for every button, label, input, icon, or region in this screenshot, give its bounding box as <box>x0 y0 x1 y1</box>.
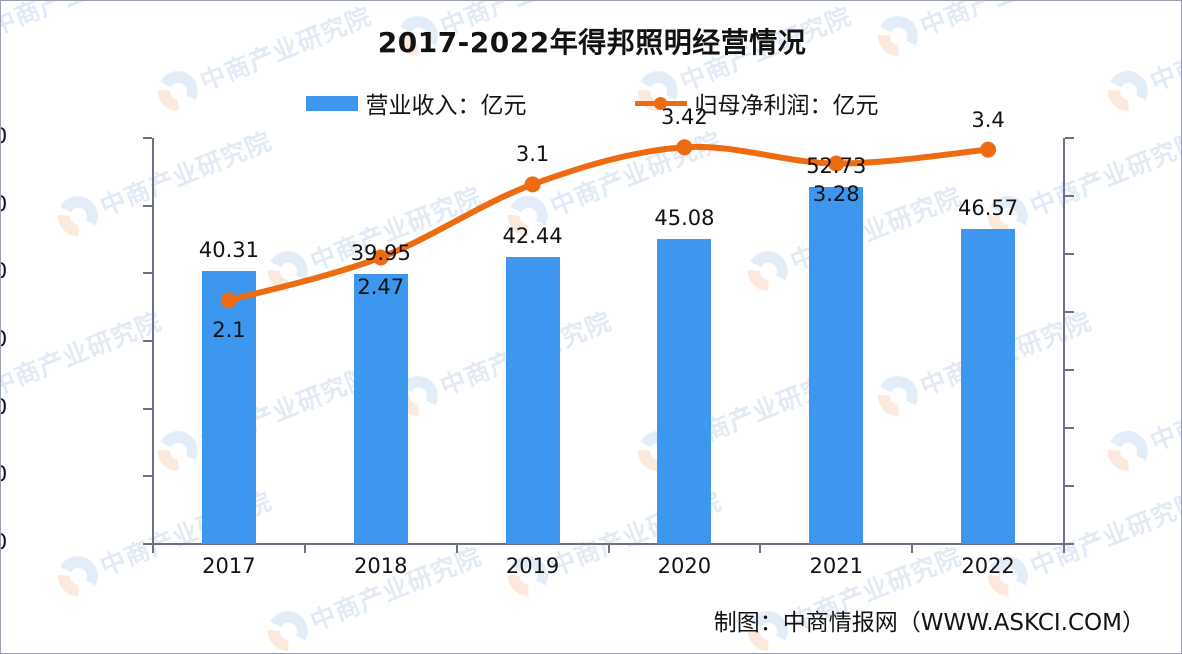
y-axis-right-tick <box>1065 427 1074 429</box>
x-axis-tick <box>911 544 914 553</box>
y-axis-left-tick-label: 60 <box>1 124 7 148</box>
line-data-point[interactable] <box>828 155 845 172</box>
bar[interactable] <box>657 238 712 544</box>
bar[interactable] <box>809 187 864 544</box>
y-axis-right-tick <box>1065 485 1074 487</box>
watermark-text: 中商产业研究院 <box>1 306 166 402</box>
y-axis-left-tick-label: 40 <box>1 259 7 283</box>
x-axis-label: 2018 <box>354 554 408 578</box>
line-value-label: 3.28 <box>812 181 860 206</box>
y-axis-left-tick-label: 10 <box>1 462 7 486</box>
watermark: 中商产业研究院 <box>1 300 167 422</box>
watermark-logo-icon <box>261 604 314 653</box>
x-axis-label: 2022 <box>961 554 1015 578</box>
watermark-logo-icon <box>51 549 104 603</box>
y-axis-left-tick-label: 30 <box>1 327 7 351</box>
x-axis-label: 2021 <box>809 554 863 578</box>
y-axis-left-tick <box>143 137 152 139</box>
bar-value-label: 40.31 <box>198 238 259 263</box>
x-axis-tick <box>152 544 154 553</box>
y-axis-right-tick <box>1065 195 1074 197</box>
bar[interactable] <box>505 256 560 544</box>
chart-credit: 制图：中商情报网（WWW.ASKCI.COM） <box>713 610 1145 636</box>
bar[interactable] <box>201 271 256 544</box>
legend-line-marker-icon <box>634 96 687 111</box>
bar-value-label: 46.57 <box>958 195 1019 220</box>
plot-area: 010203040506000.511.522.533.520172018201… <box>1 105 1074 578</box>
line-path <box>225 143 992 304</box>
line-data-point[interactable] <box>980 141 997 158</box>
watermark-text: 中商产业研究院 <box>1146 361 1181 457</box>
legend-item-net-profit[interactable]: 归母净利润：亿元 <box>634 86 879 120</box>
y-axis-left-tick <box>143 475 152 478</box>
x-axis-tick <box>1063 544 1065 553</box>
watermark-logo-icon <box>1101 424 1154 478</box>
y-axis-left-tick <box>143 407 152 410</box>
watermark: 中商产业研究院 <box>261 535 487 653</box>
y-axis-right-line <box>1063 138 1065 544</box>
x-axis-tick <box>303 544 306 553</box>
legend-label-net-profit: 归母净利润：亿元 <box>694 93 879 119</box>
x-axis-label: 2019 <box>505 554 560 578</box>
line-value-label: 3.4 <box>971 107 1005 132</box>
y-axis-right-tick <box>1065 137 1074 139</box>
line-value-label: 3.42 <box>661 105 708 130</box>
watermark: 中商产业研究院 <box>1101 355 1181 478</box>
line-value-label: 3.1 <box>515 142 550 167</box>
y-axis-right-tick <box>1065 543 1074 545</box>
bar-value-label: 39.95 <box>350 240 411 265</box>
y-axis-left-tick-label: 20 <box>1 395 7 419</box>
y-axis-left-tick <box>143 340 152 342</box>
y-axis-left-tick <box>143 543 152 545</box>
x-axis-tick <box>759 544 762 553</box>
x-axis-tick <box>607 544 610 553</box>
chart-title: 2017-2022年得邦照明经营情况 <box>377 26 807 59</box>
y-axis-left-tick <box>143 272 152 275</box>
watermark-logo-icon <box>51 189 104 243</box>
bar[interactable] <box>353 273 408 544</box>
line-value-label: 2.1 <box>212 318 246 343</box>
y-axis-right-tick <box>1065 253 1074 255</box>
bar-value-label: 42.44 <box>502 223 563 248</box>
line-data-point[interactable] <box>676 139 693 156</box>
legend-item-revenue[interactable]: 营业收入：亿元 <box>305 86 527 120</box>
line-data-point[interactable] <box>372 249 389 266</box>
x-axis-label: 2017 <box>202 554 256 578</box>
line-series-svg <box>220 139 997 309</box>
y-axis-left-tick-label: 50 <box>1 192 7 216</box>
bar-value-label: 52.73 <box>806 154 867 179</box>
x-axis-tick <box>455 544 458 553</box>
legend-bar-swatch-icon <box>305 95 358 111</box>
y-axis-right-tick <box>1065 311 1074 313</box>
x-axis-label: 2020 <box>657 554 712 578</box>
y-axis-right-tick <box>1065 369 1074 371</box>
bar[interactable] <box>961 228 1016 544</box>
y-axis-left-tick-label: 0 <box>1 530 7 554</box>
line-data-point[interactable] <box>524 176 541 193</box>
line-data-point[interactable] <box>220 292 237 309</box>
y-axis-left-tick <box>143 204 152 207</box>
bar-value-label: 45.08 <box>654 205 715 230</box>
watermark-text: 中商产业研究院 <box>306 541 486 637</box>
chart-legend: 营业收入：亿元 归母净利润：亿元 <box>1 86 1181 120</box>
y-axis-left-line <box>152 138 154 544</box>
legend-label-revenue: 营业收入：亿元 <box>365 93 527 119</box>
line-value-label: 2.47 <box>357 275 405 300</box>
